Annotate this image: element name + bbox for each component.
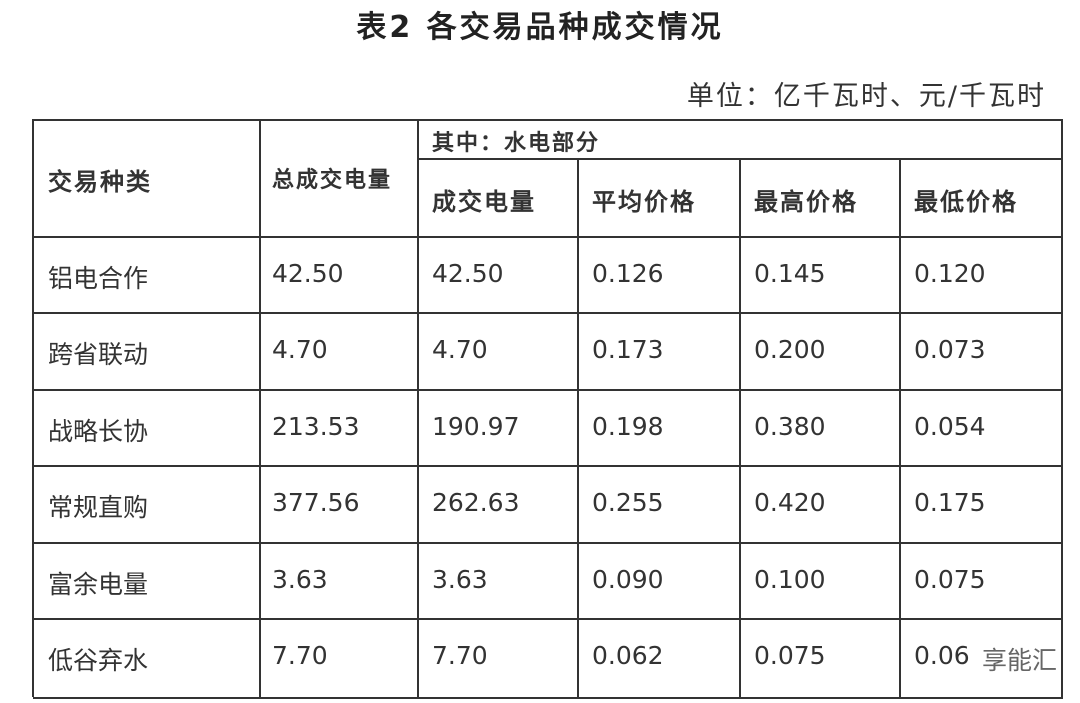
table-cell: 0.075 — [914, 565, 986, 594]
unit-label: 单位：亿千瓦时、元/千瓦时 — [686, 81, 1046, 112]
header-type: 交易种类 — [48, 168, 152, 196]
table-cell: 377.56 — [272, 488, 360, 517]
column-rule — [417, 119, 419, 697]
table-cell: 0.054 — [914, 412, 986, 441]
row-label: 铝电合作 — [48, 264, 149, 293]
row-label: 战略长协 — [48, 417, 149, 446]
table-cell: 7.70 — [432, 641, 488, 670]
rule — [33, 119, 1063, 121]
row-label: 富余电量 — [48, 570, 149, 599]
table-cell: 0.062 — [592, 641, 664, 670]
column-rule — [899, 158, 901, 697]
table-cell: 4.70 — [272, 335, 328, 364]
table-cell: 42.50 — [272, 259, 344, 288]
header-total: 总成交电量 — [272, 168, 393, 193]
header-volume: 成交电量 — [432, 188, 536, 216]
column-rule — [32, 119, 34, 697]
table-cell: 0.173 — [592, 335, 664, 364]
table-cell: 42.50 — [432, 259, 504, 288]
table-cell: 0.120 — [914, 259, 986, 288]
row-rule — [33, 389, 1063, 391]
header-min-price: 最低价格 — [914, 188, 1018, 216]
column-rule — [259, 119, 261, 697]
table-cell: 0.073 — [914, 335, 986, 364]
row-rule — [33, 312, 1063, 314]
row-rule — [33, 236, 1063, 238]
table-cell: 0.145 — [754, 259, 826, 288]
table-cell: 0.420 — [754, 488, 826, 517]
row-rule — [33, 542, 1063, 544]
header-max-price: 最高价格 — [754, 188, 858, 216]
table-cell: 0.090 — [592, 565, 664, 594]
table-cell: 0.255 — [592, 488, 664, 517]
table-cell: 0.06 — [914, 641, 970, 670]
row-label: 低谷弃水 — [48, 646, 149, 675]
column-rule — [1061, 119, 1063, 697]
table-cell: 213.53 — [272, 412, 360, 441]
row-rule — [33, 618, 1063, 620]
table-cell: 190.97 — [432, 412, 520, 441]
table-cell: 0.100 — [754, 565, 826, 594]
table-cell: 7.70 — [272, 641, 328, 670]
row-rule — [33, 697, 1063, 699]
table-cell: 4.70 — [432, 335, 488, 364]
row-rule — [33, 465, 1063, 467]
row-label: 常规直购 — [48, 493, 149, 522]
header-avg-price: 平均价格 — [592, 188, 696, 216]
table-cell: 0.380 — [754, 412, 826, 441]
table-cell: 0.200 — [754, 335, 826, 364]
header-group: 其中：水电部分 — [432, 131, 601, 156]
column-rule — [739, 158, 741, 697]
table-cell: 0.075 — [754, 641, 826, 670]
table-cell: 0.175 — [914, 488, 986, 517]
table-cell: 3.63 — [272, 565, 328, 594]
row-label: 跨省联动 — [48, 340, 149, 369]
table-cell: 0.198 — [592, 412, 664, 441]
table-cell: 3.63 — [432, 565, 488, 594]
table-title: 表2 各交易品种成交情况 — [356, 10, 724, 45]
table-cell: 0.126 — [592, 259, 664, 288]
column-rule — [577, 158, 579, 697]
table-cell: 262.63 — [432, 488, 520, 517]
watermark: 享能汇 — [982, 646, 1058, 675]
